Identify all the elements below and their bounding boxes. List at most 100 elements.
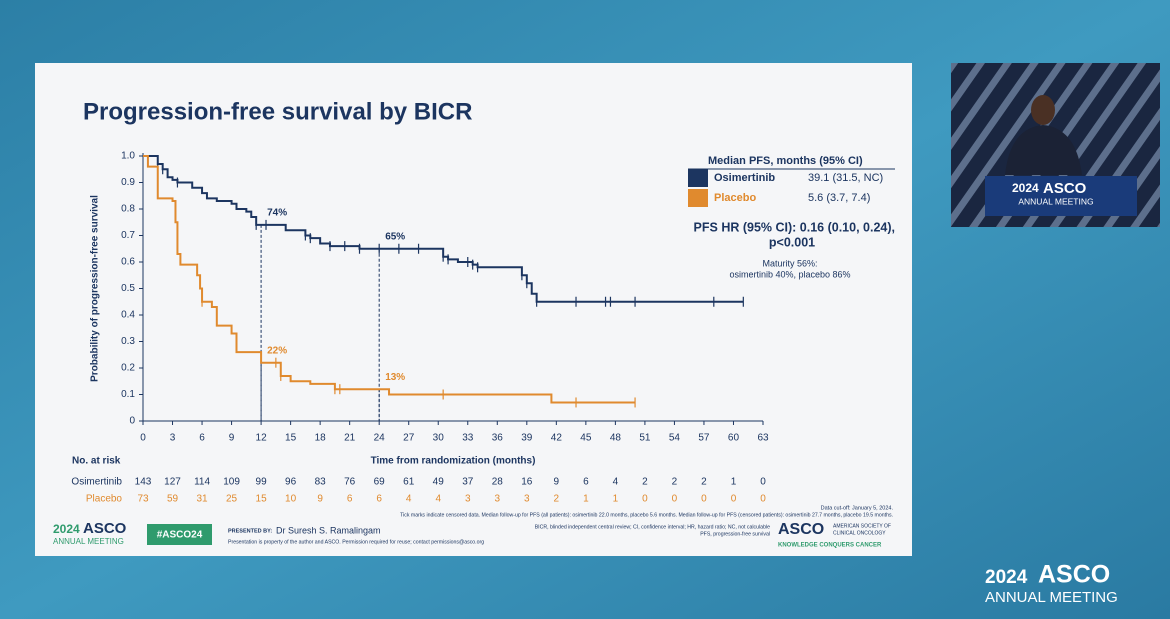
risk-count: 6: [583, 477, 589, 488]
x-tick-label: 6: [199, 433, 205, 444]
y-tick-label: 0.8: [121, 204, 135, 215]
risk-count: 49: [433, 477, 445, 488]
risk-count: 31: [196, 494, 208, 505]
x-tick-label: 12: [256, 433, 268, 444]
risk-count: 143: [135, 477, 152, 488]
risk-count: 96: [285, 477, 297, 488]
risk-count: 76: [344, 477, 356, 488]
risk-count: 10: [285, 494, 297, 505]
risk-count: 0: [760, 494, 766, 505]
x-tick-label: 9: [229, 433, 235, 444]
y-tick-label: 0.1: [121, 389, 135, 400]
risk-count: 3: [524, 494, 530, 505]
x-tick-label: 42: [551, 433, 563, 444]
corner-name: ASCO: [1038, 561, 1110, 589]
risk-count: 99: [256, 477, 268, 488]
x-tick-label: 39: [521, 433, 533, 444]
x-tick-label: 33: [462, 433, 474, 444]
hashtag-box: [147, 524, 212, 545]
risk-count: 1: [613, 494, 619, 505]
y-tick-label: 0.5: [121, 283, 135, 294]
risk-count: 4: [613, 477, 619, 488]
risk-count: 1: [731, 477, 737, 488]
annotation: 74%: [267, 208, 287, 219]
risk-count: 2: [672, 477, 678, 488]
x-tick-label: 36: [492, 433, 504, 444]
y-tick-label: 1.0: [121, 151, 135, 162]
y-axis-label: Probability of progression-free survival: [90, 195, 101, 382]
survival-curve: [143, 155, 636, 404]
risk-row-label: Osimertinib: [71, 477, 122, 488]
legend-label: Osimertinib: [714, 172, 775, 184]
risk-count: 0: [701, 494, 707, 505]
x-tick-label: 27: [403, 433, 415, 444]
corner-sub: ANNUAL MEETING: [985, 589, 1118, 606]
risk-count: 6: [347, 494, 353, 505]
presenter: Dr Suresh S. Ramalingam: [276, 525, 381, 535]
legend-label: Placebo: [714, 192, 756, 204]
abbreviations: PFS, progression-free survival: [700, 531, 770, 537]
x-tick-label: 51: [639, 433, 651, 444]
maturity: Maturity 56%:: [762, 258, 817, 268]
risk-count: 37: [462, 477, 474, 488]
risk-count: 59: [167, 494, 179, 505]
footer-logo-sub: ANNUAL MEETING: [53, 537, 124, 546]
y-tick-label: 0.2: [121, 363, 135, 374]
society-logo: ASCO: [778, 521, 824, 538]
hr-line: PFS HR (95% CI): 0.16 (0.10, 0.24),: [694, 220, 895, 234]
society-name: AMERICAN SOCIETY OF: [833, 523, 891, 529]
video: 2024 ASCO ANNUAL MEETING: [951, 63, 1160, 227]
risk-count: 4: [406, 494, 412, 505]
slide-title: Progression-free survival by BICR: [83, 98, 472, 125]
risk-row-label: Placebo: [86, 494, 123, 505]
x-tick-label: 57: [698, 433, 710, 444]
risk-count: 127: [164, 477, 181, 488]
legend-median: 5.6 (3.7, 7.4): [808, 192, 870, 204]
maturity: osimertinib 40%, placebo 86%: [729, 269, 850, 279]
risk-count: 2: [642, 477, 648, 488]
hashtag: #ASCO24: [157, 530, 203, 541]
risk-count: 69: [374, 477, 386, 488]
podium-year: 2024: [1012, 181, 1039, 195]
risk-count: 9: [554, 477, 560, 488]
risk-count: 3: [495, 494, 501, 505]
y-tick-label: 0.6: [121, 257, 135, 268]
cutoff: Data cut-off: January 5, 2024.: [821, 505, 894, 511]
risk-header: No. at risk: [72, 456, 121, 467]
risk-count: 0: [672, 494, 678, 505]
legend-header: Median PFS, months (95% CI): [708, 155, 863, 167]
risk-count: 61: [403, 477, 415, 488]
risk-count: 73: [137, 494, 149, 505]
footer-logo-year: 2024: [53, 522, 80, 536]
x-tick-label: 15: [285, 433, 297, 444]
risk-count: 25: [226, 494, 238, 505]
annotation: 22%: [267, 345, 287, 356]
hr-line: p<0.001: [769, 235, 815, 249]
speaker-body: [1005, 125, 1082, 175]
slide: [35, 63, 912, 556]
x-tick-label: 54: [669, 433, 681, 444]
risk-count: 3: [465, 494, 471, 505]
risk-count: 0: [760, 477, 766, 488]
x-axis-label: Time from randomization (months): [371, 456, 536, 467]
risk-count: 83: [315, 477, 327, 488]
y-tick-label: 0.9: [121, 177, 135, 188]
x-tick-label: 45: [580, 433, 592, 444]
podium: [985, 176, 1137, 216]
risk-count: 16: [521, 477, 533, 488]
risk-count: 2: [554, 494, 560, 505]
y-tick-label: 0.4: [121, 310, 135, 321]
abbreviations: BICR, blinded independent central review…: [535, 524, 770, 530]
footnote: Tick marks indicate censored data. Media…: [400, 512, 893, 518]
risk-count: 15: [256, 494, 268, 505]
corner-year: 2024: [985, 567, 1028, 588]
podium-name: ASCO: [1043, 180, 1087, 197]
x-tick-label: 48: [610, 433, 622, 444]
risk-count: 2: [701, 477, 707, 488]
annotation: 65%: [385, 231, 405, 242]
x-tick-label: 0: [140, 433, 146, 444]
risk-count: 109: [223, 477, 240, 488]
x-tick-label: 3: [170, 433, 176, 444]
x-tick-label: 21: [344, 433, 356, 444]
